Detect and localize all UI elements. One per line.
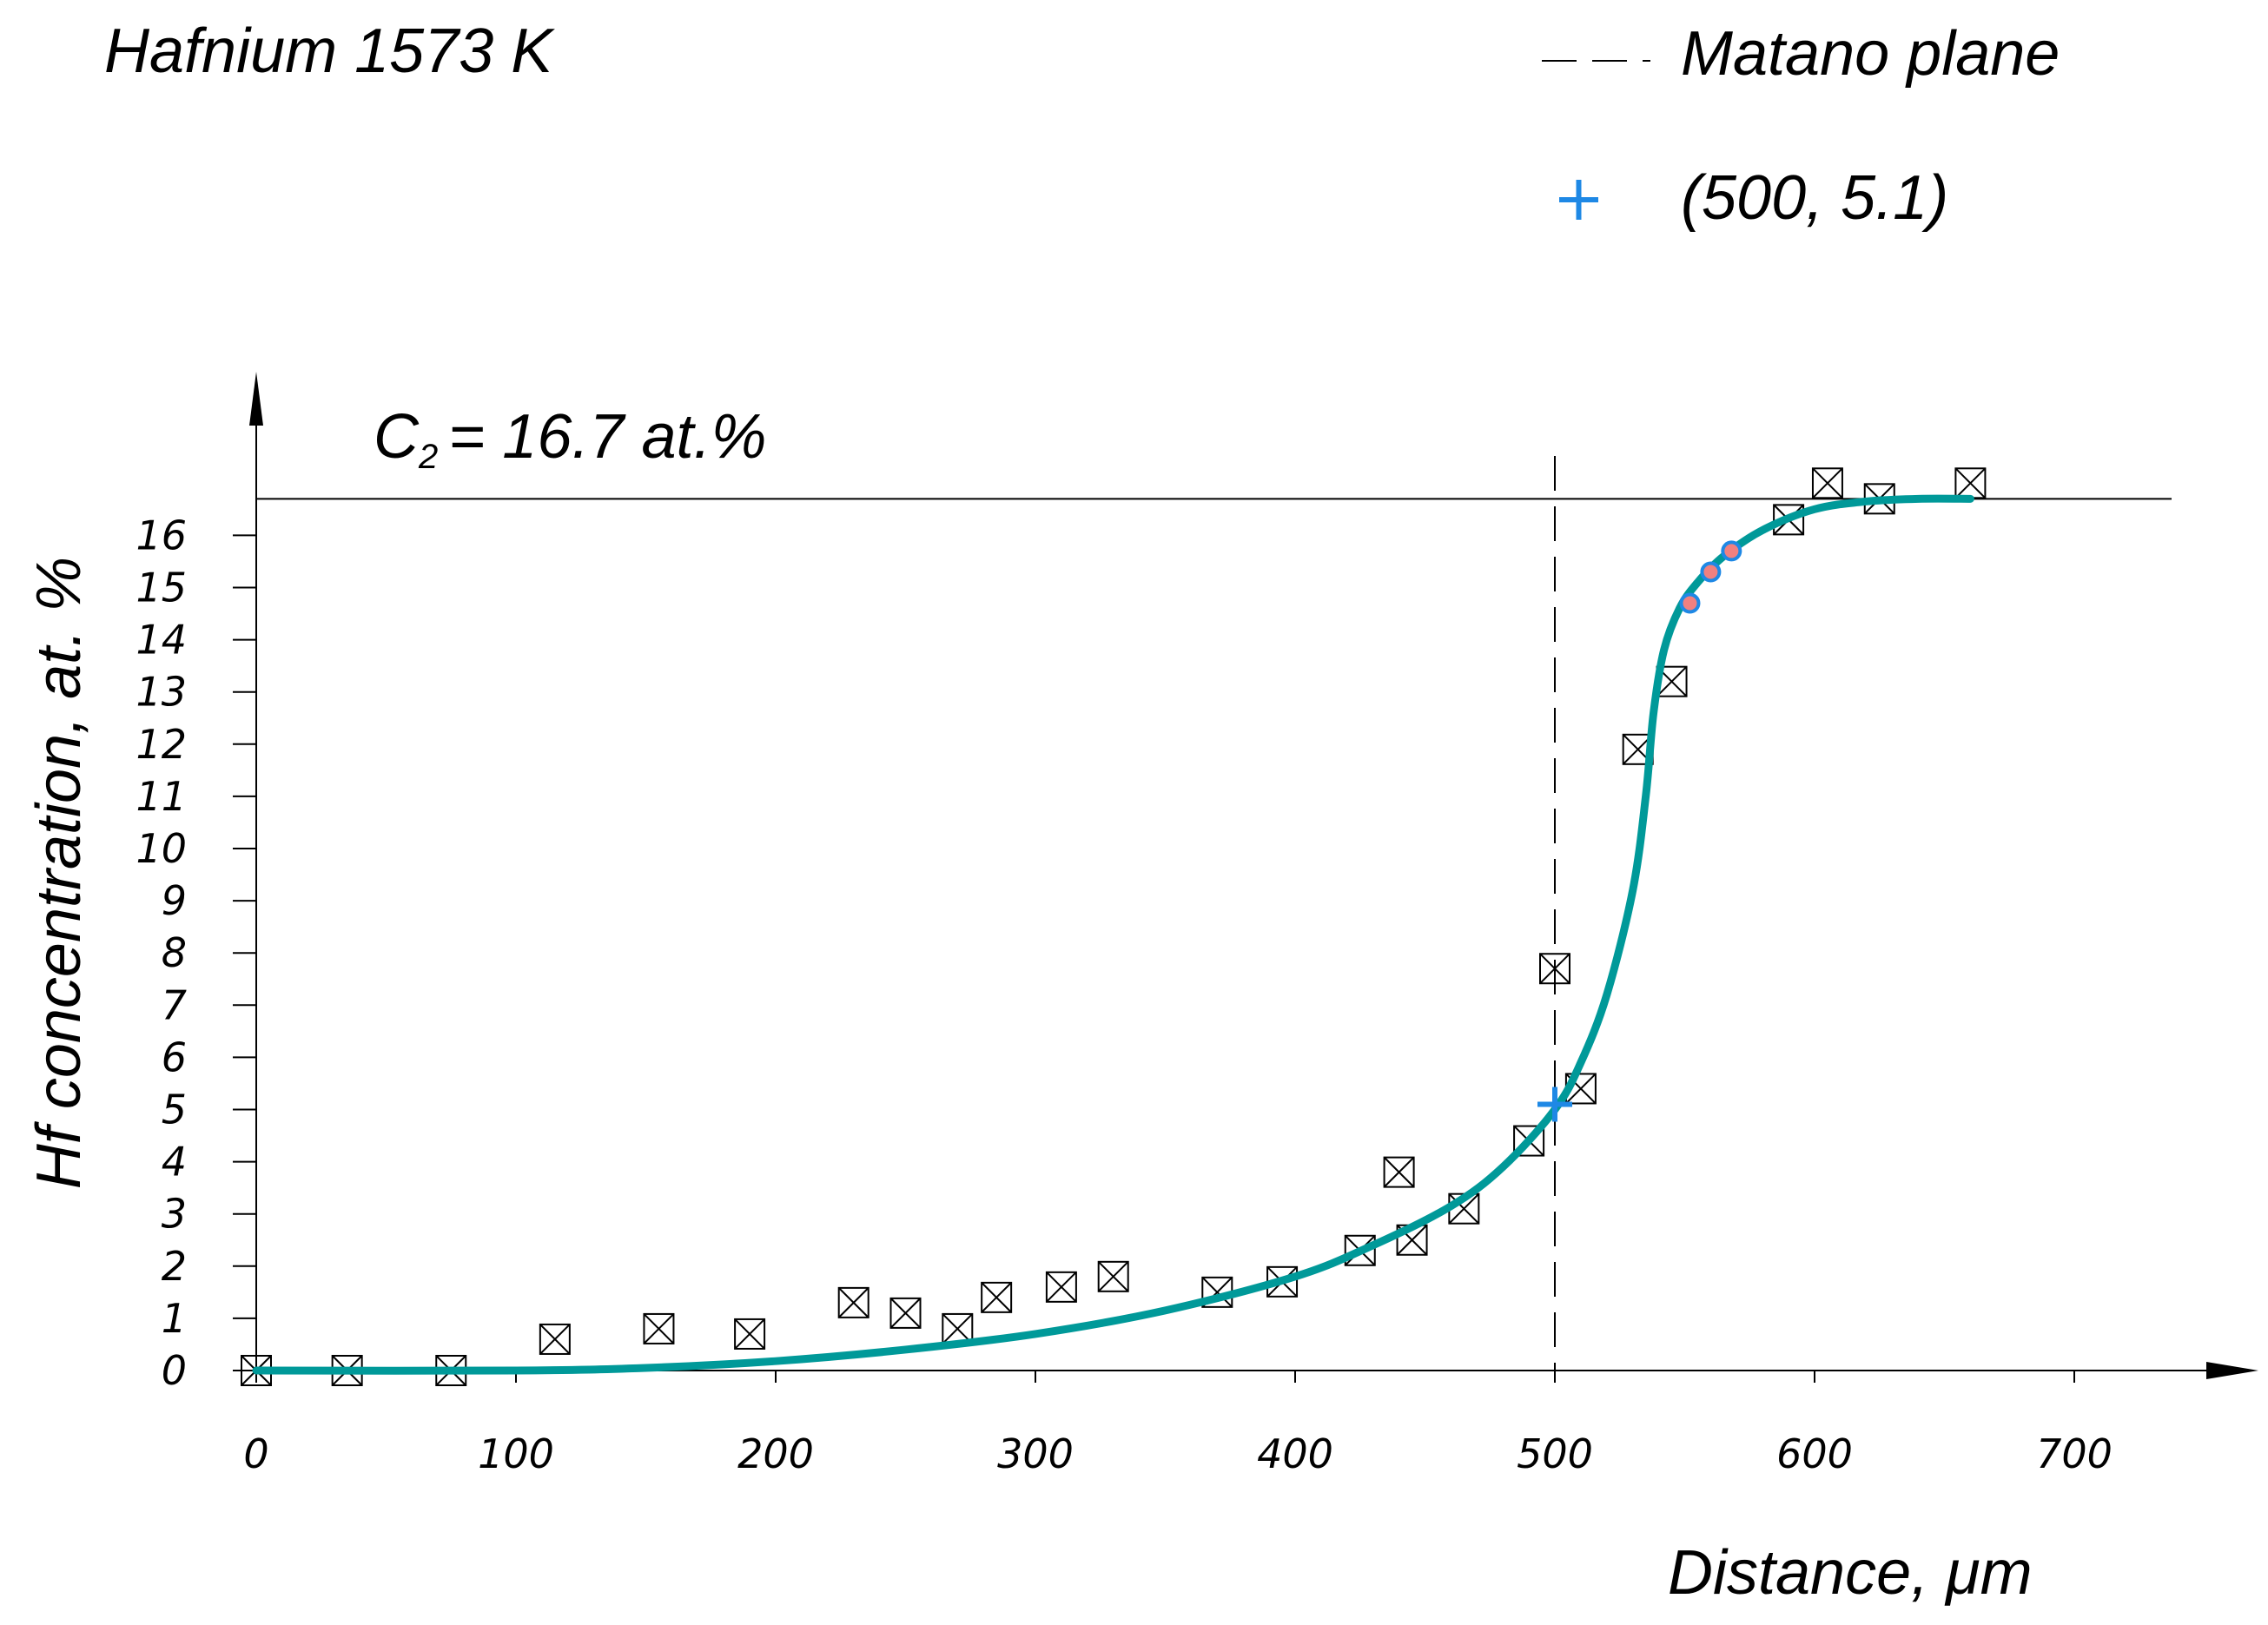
measured-point-box [1773, 504, 1805, 536]
c2-label: C2 = 16.7 at.% [374, 402, 767, 476]
y-tick-label: 6 [162, 1034, 187, 1080]
measured-point-cross-b [1812, 467, 1843, 499]
measured-point-box [1045, 1271, 1077, 1303]
measured-point-cross-b [889, 1298, 922, 1329]
y-tick-label: 16 [136, 512, 187, 558]
measured-point-cross-b [942, 1313, 974, 1344]
x-axis-label: Distance, μm [1668, 1538, 2033, 1608]
measured-point-box [1097, 1260, 1129, 1292]
x-ticks: 0 100 200 300 400 500 600 700 [243, 1371, 2113, 1477]
x-tick-label: 700 [2036, 1430, 2113, 1477]
measured-point-box [1513, 1125, 1545, 1157]
y-tick-label: 10 [136, 825, 187, 872]
measured-point-box [539, 1323, 571, 1355]
y-tick-label: 14 [136, 617, 187, 664]
y-tick-label: 13 [136, 669, 187, 716]
measured-point-box [734, 1318, 766, 1350]
y-tick-label: 2 [162, 1243, 187, 1290]
measured-point-cross-b [1539, 953, 1570, 984]
x-tick-label: 200 [737, 1430, 814, 1477]
y-tick-label: 1 [162, 1295, 187, 1342]
measured-point-cross-b [1396, 1225, 1428, 1256]
measured-point-cross-b [837, 1287, 870, 1318]
chart-title: Hafnium 1573 K [104, 17, 555, 86]
measured-point-box [643, 1312, 675, 1344]
legend-marked-point-label: (500, 5.1) [1681, 163, 1948, 233]
measured-point-cross-b [1656, 665, 1688, 697]
y-tick-label: 5 [162, 1087, 187, 1133]
x-axis-arrow [2206, 1362, 2258, 1379]
x-tick-label: 400 [1257, 1430, 1333, 1477]
measured-point-box [981, 1281, 1013, 1313]
measured-point-cross-b [1565, 1073, 1597, 1105]
measured-point-cross-b [1046, 1272, 1077, 1303]
y-tick-label: 15 [136, 565, 187, 611]
y-tick-label: 0 [162, 1347, 187, 1394]
y-tick-label: 12 [136, 721, 187, 768]
measured-point-cross-b [539, 1324, 571, 1355]
measured-point [981, 1281, 1013, 1313]
measured-point-box [1811, 467, 1843, 499]
measured-point [837, 1286, 870, 1318]
measured-point-box [1344, 1234, 1376, 1266]
measured-point-box [889, 1297, 922, 1329]
y-tick-label: 8 [162, 929, 187, 976]
measured-point [734, 1318, 766, 1350]
measured-point [1097, 1260, 1129, 1292]
y-tick-label: 9 [162, 877, 187, 924]
measured-point [1045, 1271, 1077, 1303]
legend-marked-point-icon [1559, 180, 1598, 220]
highlighted-markers [1679, 540, 1742, 614]
y-axis-arrow [249, 372, 263, 426]
fitted-curve [252, 494, 1974, 1375]
highlighted-point [1721, 540, 1742, 562]
y-tick-label: 11 [136, 773, 187, 820]
highlighted-point [1679, 592, 1701, 614]
measured-point [1383, 1156, 1415, 1188]
measured-point [539, 1323, 571, 1355]
legend: Matano plane (500, 5.1) [1542, 19, 2060, 233]
y-tick-label: 3 [162, 1191, 187, 1238]
x-tick-label: 600 [1776, 1430, 1853, 1477]
measured-point [1811, 467, 1843, 499]
measured-point-cross-b [643, 1313, 675, 1344]
measured-point-box [1383, 1156, 1415, 1188]
measured-point-box [837, 1286, 870, 1318]
y-tick-label: 7 [162, 981, 187, 1028]
measured-point [889, 1297, 922, 1329]
measured-point-cross-b [1097, 1261, 1129, 1292]
y-axis-label: Hf concentration, at. % [24, 557, 94, 1189]
marked-point [1537, 1087, 1572, 1122]
measured-point-cross-b [1383, 1156, 1415, 1188]
measured-point-cross-b [981, 1282, 1012, 1313]
measured-point-cross-b [1448, 1192, 1480, 1225]
y-tick-label: 4 [162, 1139, 187, 1186]
measured-point [643, 1312, 675, 1344]
data-markers [241, 467, 1987, 1386]
legend-matano-label: Matano plane [1681, 19, 2060, 89]
x-tick-label: 300 [997, 1430, 1074, 1477]
highlighted-point [1700, 561, 1722, 583]
measured-point [1954, 467, 1987, 499]
measured-point-cross-b [1954, 467, 1987, 499]
x-tick-label: 0 [243, 1430, 268, 1477]
measured-point-box [1539, 953, 1570, 985]
c2-label-main: C [374, 402, 420, 472]
x-tick-label: 500 [1517, 1430, 1593, 1477]
x-tick-label: 100 [478, 1430, 554, 1477]
measured-point-cross-b [734, 1318, 765, 1350]
c2-label-sub: 2 [418, 438, 438, 476]
c2-label-rest: = 16.7 at.% [448, 402, 766, 472]
measured-point [1539, 953, 1570, 985]
